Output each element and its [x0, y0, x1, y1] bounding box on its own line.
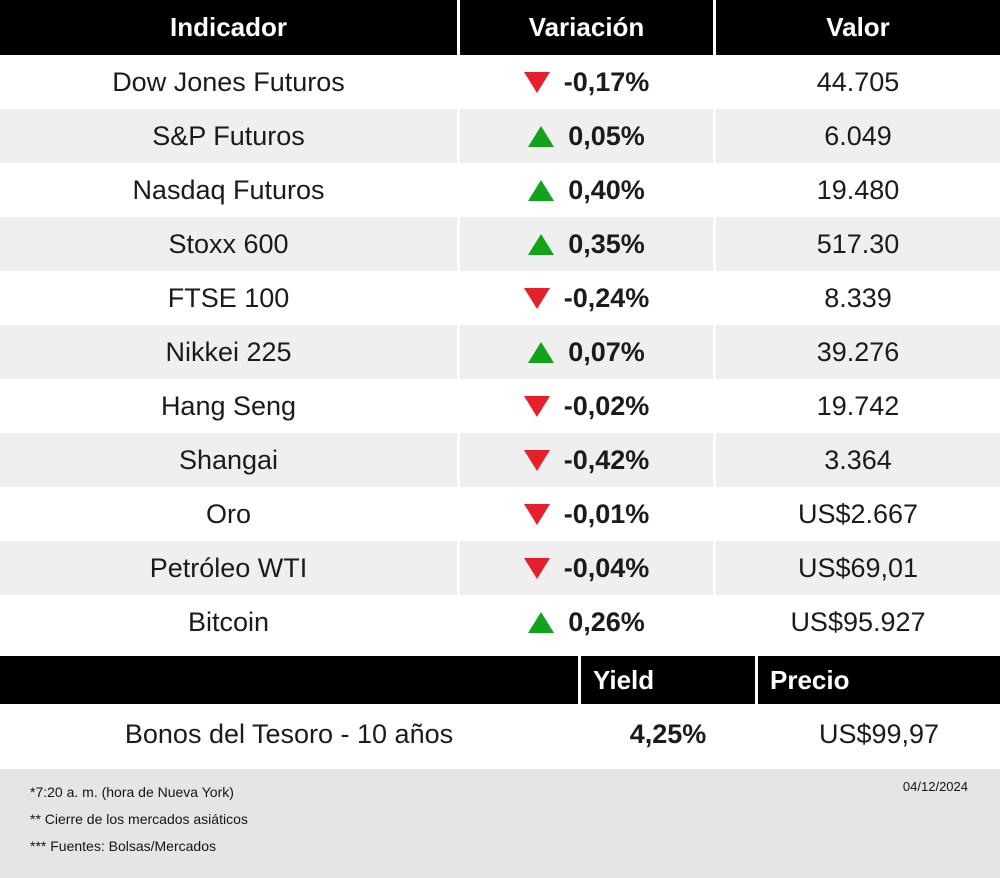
- indicator-name: Shangai: [0, 433, 457, 487]
- column-header-valor: Valor: [716, 0, 1000, 55]
- up-arrow-icon: [528, 341, 555, 363]
- down-arrow-icon: [523, 287, 550, 309]
- indicator-name: Stoxx 600: [0, 217, 457, 271]
- variation-value: 0,40%: [568, 174, 645, 205]
- down-arrow-icon: [523, 557, 550, 579]
- indicator-value: 39.276: [716, 325, 1000, 379]
- indicator-value: US$69,01: [716, 541, 1000, 595]
- variation-cell: -0,24%: [460, 271, 713, 325]
- bond-price: US$99,97: [758, 704, 1000, 765]
- indicator-name: Nasdaq Futuros: [0, 163, 457, 217]
- indicator-value: US$2.667: [716, 487, 1000, 541]
- indicator-value: US$95.927: [716, 595, 1000, 649]
- up-arrow-icon: [528, 233, 555, 255]
- indicator-name: Nikkei 225: [0, 325, 457, 379]
- variation-value: 0,07%: [568, 336, 645, 367]
- variation-value: -0,42%: [563, 444, 650, 475]
- variation-value: 0,26%: [568, 606, 645, 637]
- indicator-name: Bitcoin: [0, 595, 457, 649]
- up-arrow-icon: [528, 611, 555, 633]
- bond-name: Bonos del Tesoro - 10 años: [0, 704, 578, 765]
- variation-cell: -0,02%: [460, 379, 713, 433]
- footnote-asian-markets: ** Cierre de los mercados asiáticos: [30, 811, 248, 827]
- indicator-value: 3.364: [716, 433, 1000, 487]
- column-header-yield: Yield: [581, 656, 755, 704]
- variation-cell: 0,26%: [460, 595, 713, 649]
- bonds-table: Yield Precio Bonos del Tesoro - 10 años …: [0, 656, 1000, 765]
- column-header-indicador: Indicador: [0, 0, 457, 55]
- indicator-name: Dow Jones Futuros: [0, 55, 457, 109]
- down-arrow-icon: [523, 449, 550, 471]
- up-arrow-icon: [528, 179, 555, 201]
- indicator-value: 44.705: [716, 55, 1000, 109]
- footnote-time: *7:20 a. m. (hora de Nueva York): [30, 784, 234, 800]
- down-arrow-icon: [523, 503, 550, 525]
- footnote-sources: *** Fuentes: Bolsas/Mercados: [30, 838, 216, 854]
- variation-cell: -0,04%: [460, 541, 713, 595]
- variation-value: -0,02%: [563, 390, 650, 421]
- variation-cell: -0,17%: [460, 55, 713, 109]
- variation-value: 0,05%: [568, 120, 645, 151]
- down-arrow-icon: [523, 395, 550, 417]
- indicator-name: FTSE 100: [0, 271, 457, 325]
- variation-value: -0,04%: [563, 552, 650, 583]
- footer: *7:20 a. m. (hora de Nueva York) ** Cier…: [0, 769, 1000, 878]
- indicator-value: 6.049: [716, 109, 1000, 163]
- indicator-value: 517.30: [716, 217, 1000, 271]
- indicator-value: 8.339: [716, 271, 1000, 325]
- variation-cell: -0,42%: [460, 433, 713, 487]
- bond-yield: 4,25%: [581, 704, 755, 765]
- indicator-name: Oro: [0, 487, 457, 541]
- variation-value: -0,01%: [563, 498, 650, 529]
- variation-value: 0,35%: [568, 228, 645, 259]
- variation-cell: -0,01%: [460, 487, 713, 541]
- indicator-name: Petróleo WTI: [0, 541, 457, 595]
- column-header-variacion: Variación: [460, 0, 713, 55]
- date-label: 04/12/2024: [902, 779, 968, 794]
- variation-cell: 0,07%: [460, 325, 713, 379]
- variation-cell: 0,35%: [460, 217, 713, 271]
- down-arrow-icon: [523, 71, 550, 93]
- up-arrow-icon: [528, 125, 555, 147]
- variation-value: -0,17%: [563, 66, 650, 97]
- footnotes: *7:20 a. m. (hora de Nueva York) ** Cier…: [30, 779, 1000, 860]
- indicator-value: 19.742: [716, 379, 1000, 433]
- bonds-header-spacer: [0, 656, 578, 704]
- variation-cell: 0,05%: [460, 109, 713, 163]
- variation-cell: 0,40%: [460, 163, 713, 217]
- indicator-value: 19.480: [716, 163, 1000, 217]
- column-header-precio: Precio: [758, 656, 1000, 704]
- indicator-name: Hang Seng: [0, 379, 457, 433]
- indicators-table: Indicador Variación Valor Dow Jones Futu…: [0, 0, 1000, 649]
- variation-value: -0,24%: [563, 282, 650, 313]
- indicator-name: S&P Futuros: [0, 109, 457, 163]
